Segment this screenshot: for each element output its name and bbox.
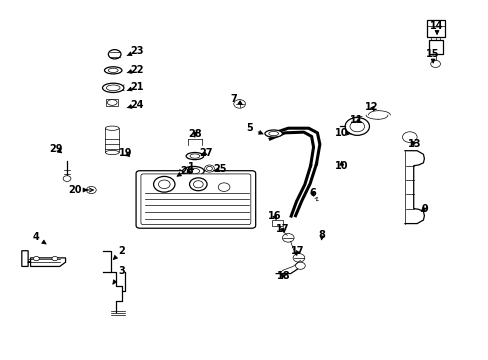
Text: 12: 12 [365, 102, 378, 112]
Text: 24: 24 [127, 100, 143, 110]
Ellipse shape [107, 100, 117, 105]
Polygon shape [22, 251, 65, 266]
Ellipse shape [264, 130, 282, 137]
Text: 14: 14 [429, 21, 443, 35]
Circle shape [292, 253, 304, 262]
FancyBboxPatch shape [141, 174, 250, 225]
Bar [271, 220, 283, 226]
Text: 10: 10 [334, 161, 348, 171]
Text: 10: 10 [334, 128, 350, 138]
Circle shape [108, 50, 121, 59]
Text: 26: 26 [180, 166, 193, 176]
Bar [428, 40, 442, 54]
Text: 29: 29 [49, 144, 62, 154]
FancyBboxPatch shape [136, 171, 255, 228]
Text: 13: 13 [407, 139, 421, 149]
Circle shape [206, 166, 212, 171]
Text: 3: 3 [113, 266, 125, 284]
Text: 2: 2 [113, 246, 125, 260]
Text: 5: 5 [245, 123, 263, 134]
Text: 23: 23 [127, 46, 143, 57]
Circle shape [295, 262, 305, 269]
Text: 19: 19 [119, 148, 132, 158]
Text: 15: 15 [426, 49, 439, 63]
Text: 17: 17 [275, 224, 288, 234]
Circle shape [204, 165, 214, 172]
Circle shape [158, 180, 170, 189]
Ellipse shape [108, 68, 118, 72]
Ellipse shape [105, 150, 119, 155]
Circle shape [430, 60, 440, 67]
Ellipse shape [105, 126, 119, 130]
Circle shape [52, 256, 58, 261]
Ellipse shape [187, 168, 200, 174]
Text: 21: 21 [127, 82, 143, 92]
Circle shape [402, 132, 416, 143]
Circle shape [33, 256, 39, 261]
Ellipse shape [268, 131, 278, 136]
Text: 16: 16 [267, 211, 281, 221]
Text: 11: 11 [349, 115, 362, 125]
Circle shape [189, 178, 206, 191]
Text: 1: 1 [177, 162, 194, 176]
Text: 8: 8 [318, 230, 325, 240]
Text: 4: 4 [33, 232, 46, 244]
Circle shape [345, 117, 369, 135]
Circle shape [218, 183, 229, 192]
Text: 6: 6 [308, 188, 315, 198]
Text: 22: 22 [127, 65, 143, 75]
Ellipse shape [104, 67, 122, 74]
Text: 18: 18 [276, 271, 289, 282]
Ellipse shape [190, 154, 200, 158]
Ellipse shape [186, 153, 203, 159]
Text: 25: 25 [213, 164, 226, 174]
Ellipse shape [106, 85, 120, 91]
Circle shape [349, 121, 364, 132]
Text: 17: 17 [291, 247, 304, 256]
Circle shape [193, 181, 203, 188]
Circle shape [63, 176, 71, 181]
Circle shape [86, 186, 96, 194]
Bar [426, 20, 445, 37]
Text: 27: 27 [199, 148, 212, 158]
Bar [106, 99, 118, 106]
Text: 28: 28 [188, 129, 202, 139]
Circle shape [233, 100, 245, 108]
Text: 20: 20 [68, 185, 87, 195]
Text: 9: 9 [420, 203, 427, 213]
Ellipse shape [102, 83, 123, 93]
Ellipse shape [183, 166, 203, 176]
Text: 7: 7 [229, 94, 242, 104]
Circle shape [153, 176, 175, 192]
Circle shape [282, 234, 293, 242]
